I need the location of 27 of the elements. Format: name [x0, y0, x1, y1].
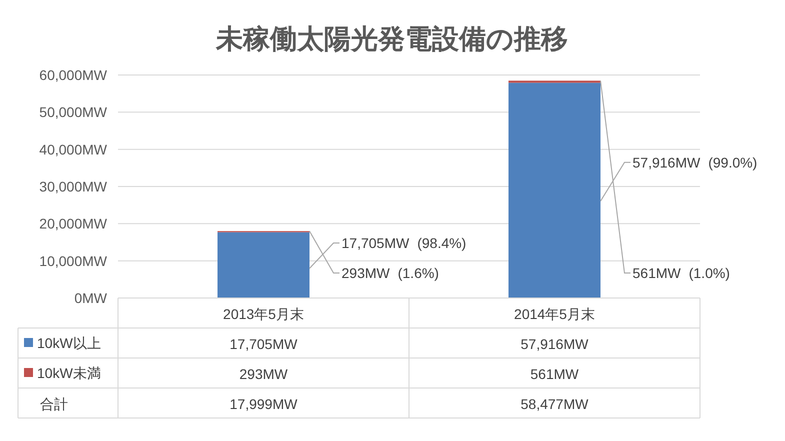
legend-label: 10kW以上 [37, 335, 101, 351]
data-label: 17,705MW [342, 235, 410, 251]
table-cell: 57,916MW [520, 336, 588, 352]
table-cell: 293MW [239, 366, 288, 382]
legend-label: 10kW未満 [37, 365, 101, 381]
ytick: 30,000MW [39, 178, 107, 194]
ytick: 0MW [74, 290, 107, 306]
data-label: 561MW [632, 265, 681, 281]
xtick: 2013年5月末 [223, 306, 304, 322]
data-label: 57,916MW [632, 154, 700, 170]
ytick: 10,000MW [39, 252, 107, 269]
ytick: 50,000MW [39, 104, 107, 120]
total: 17,999MW [230, 396, 298, 412]
data-label: (1.6%) [398, 265, 439, 281]
data-label: (99.0%) [708, 154, 758, 170]
ytick: 40,000MW [39, 141, 107, 158]
ytick: 20,000MW [39, 216, 107, 232]
data-label: (1.0%) [688, 265, 730, 281]
data-label: (98.4%) [417, 235, 466, 251]
data-label: 293MW [342, 265, 390, 281]
table-cell: 561MW [530, 366, 579, 382]
ytick: 60,000MW [39, 67, 107, 83]
annotation: 合計 [40, 396, 68, 412]
total: 58,477MW [520, 396, 588, 412]
xtick: 2014年5月末 [514, 306, 595, 322]
table-cell: 17,705MW [230, 336, 298, 352]
title: 未稼働太陽光発電設備の推移 [216, 24, 568, 54]
